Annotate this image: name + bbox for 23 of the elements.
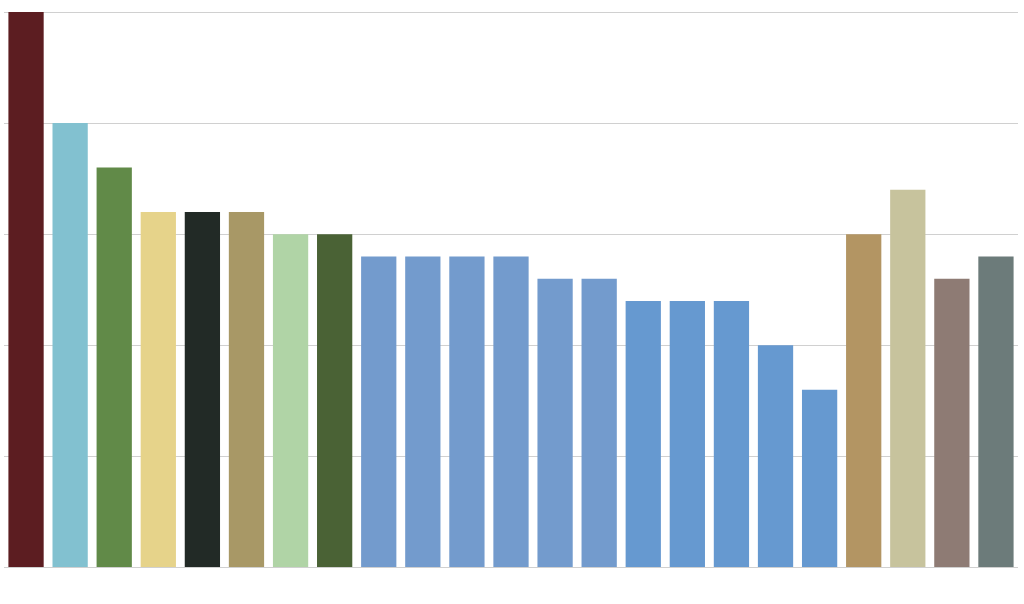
bar — [272, 234, 309, 568]
bar — [713, 300, 750, 568]
bar — [801, 389, 838, 568]
bar — [317, 234, 353, 568]
bar — [537, 278, 573, 568]
bar — [228, 212, 265, 568]
bar — [669, 300, 705, 568]
bar — [449, 256, 485, 568]
bar — [96, 167, 132, 568]
bar — [361, 256, 397, 568]
bar — [405, 256, 441, 568]
bar — [140, 212, 176, 568]
bar — [184, 212, 221, 568]
bar — [52, 123, 88, 568]
bar — [625, 300, 661, 568]
bar — [890, 189, 926, 568]
bar — [581, 278, 617, 568]
bar — [493, 256, 529, 568]
bar — [757, 345, 794, 568]
bar — [978, 256, 1014, 568]
bar — [934, 278, 970, 568]
bar — [846, 234, 882, 568]
bar — [8, 12, 44, 568]
